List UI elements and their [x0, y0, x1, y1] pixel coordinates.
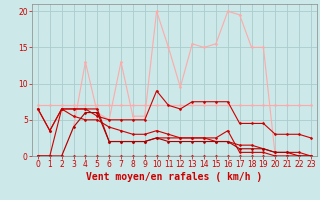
X-axis label: Vent moyen/en rafales ( km/h ): Vent moyen/en rafales ( km/h ): [86, 172, 262, 182]
